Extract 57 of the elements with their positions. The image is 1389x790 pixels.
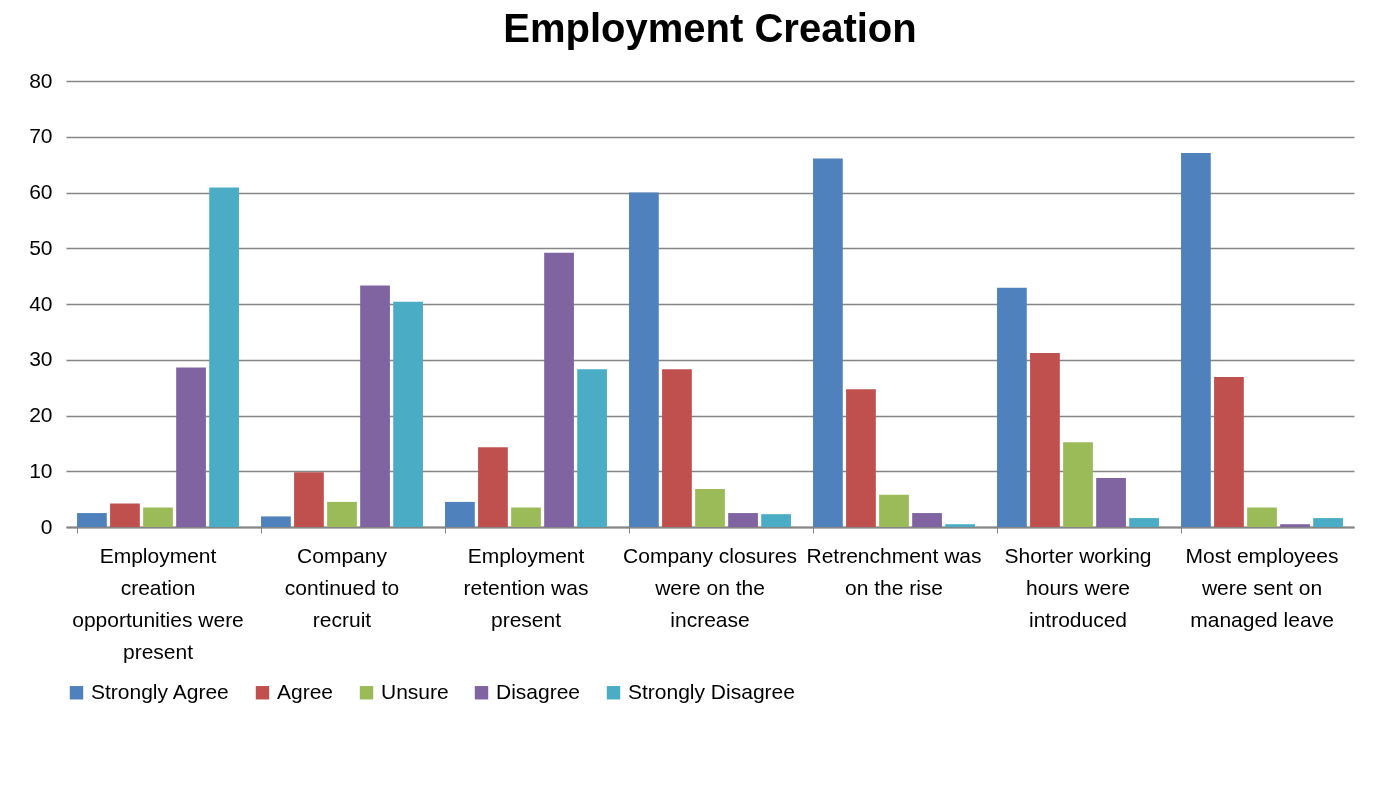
y-tick-label: 30	[29, 347, 53, 371]
y-tick-label: 80	[29, 68, 53, 92]
bar	[360, 285, 390, 527]
y-tick-label: 0	[40, 514, 53, 538]
y-tick-label: 70	[29, 124, 53, 148]
x-tick-label: Shorter working hours were introduced	[1004, 543, 1152, 631]
bar	[997, 287, 1027, 527]
x-tick-label: Employment creation opportunities were present	[72, 543, 244, 663]
legend-label: Unsure	[381, 679, 449, 703]
bar	[1129, 518, 1159, 527]
legend-label: Disagree	[496, 679, 581, 703]
bar	[1063, 442, 1093, 527]
bar	[393, 301, 423, 527]
bar	[445, 501, 475, 527]
bar	[879, 494, 909, 527]
bar	[1247, 507, 1277, 527]
bar	[1096, 477, 1126, 527]
bar	[577, 369, 607, 527]
bar	[846, 389, 876, 527]
legend-label: Agree	[277, 679, 334, 703]
bar	[143, 507, 173, 527]
bar	[761, 514, 791, 527]
bar	[912, 513, 942, 527]
bar	[728, 513, 758, 527]
chart-title: Employment Creation	[503, 6, 917, 50]
bar	[695, 489, 725, 527]
legend-label: Strongly Agree	[91, 679, 229, 703]
bar	[1214, 377, 1244, 527]
x-tick-label: Company continued to recruit	[284, 543, 400, 631]
x-tick-label: Retrenchment was on the rise	[806, 543, 982, 599]
bar	[261, 516, 291, 527]
bar	[1280, 524, 1310, 527]
legend-label: Strongly Disagree	[628, 679, 795, 703]
x-tick-label: Most employees were sent on managed leave	[1185, 543, 1339, 631]
bar	[294, 472, 324, 527]
bar	[1181, 152, 1211, 527]
y-tick-label: 20	[29, 403, 53, 426]
bar	[110, 503, 140, 527]
bar	[511, 507, 541, 527]
bar	[544, 252, 574, 527]
bar	[813, 158, 843, 527]
bar	[176, 367, 206, 527]
bar	[77, 513, 107, 527]
bar	[662, 369, 692, 527]
y-tick-label: 60	[29, 180, 53, 203]
bar	[478, 447, 508, 527]
x-tick-label: Employment retention was present	[463, 543, 589, 631]
y-tick-label: 50	[29, 235, 53, 259]
y-tick-label: 40	[29, 291, 53, 315]
bar	[629, 192, 659, 527]
bar	[327, 501, 357, 527]
bar	[1313, 518, 1343, 527]
bar	[209, 187, 239, 527]
y-tick-label: 10	[29, 458, 53, 482]
bar	[1030, 353, 1060, 527]
bar	[945, 524, 975, 527]
x-tick-label: Company closures were on the increase	[623, 543, 797, 631]
